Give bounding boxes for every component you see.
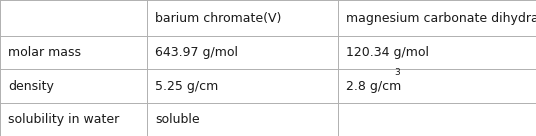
Text: 2.8 g/cm: 2.8 g/cm <box>346 80 401 92</box>
Text: molar mass: molar mass <box>8 46 81 59</box>
Text: solubility in water: solubility in water <box>8 113 120 126</box>
Text: 5.25 g/cm: 5.25 g/cm <box>155 80 219 92</box>
Text: magnesium carbonate dihydrate: magnesium carbonate dihydrate <box>346 12 536 24</box>
Text: density: density <box>8 80 54 92</box>
Text: barium chromate(V): barium chromate(V) <box>155 12 282 24</box>
Text: 120.34 g/mol: 120.34 g/mol <box>346 46 429 59</box>
Text: soluble: soluble <box>155 113 200 126</box>
Text: 643.97 g/mol: 643.97 g/mol <box>155 46 239 59</box>
Text: 3: 3 <box>394 68 400 77</box>
